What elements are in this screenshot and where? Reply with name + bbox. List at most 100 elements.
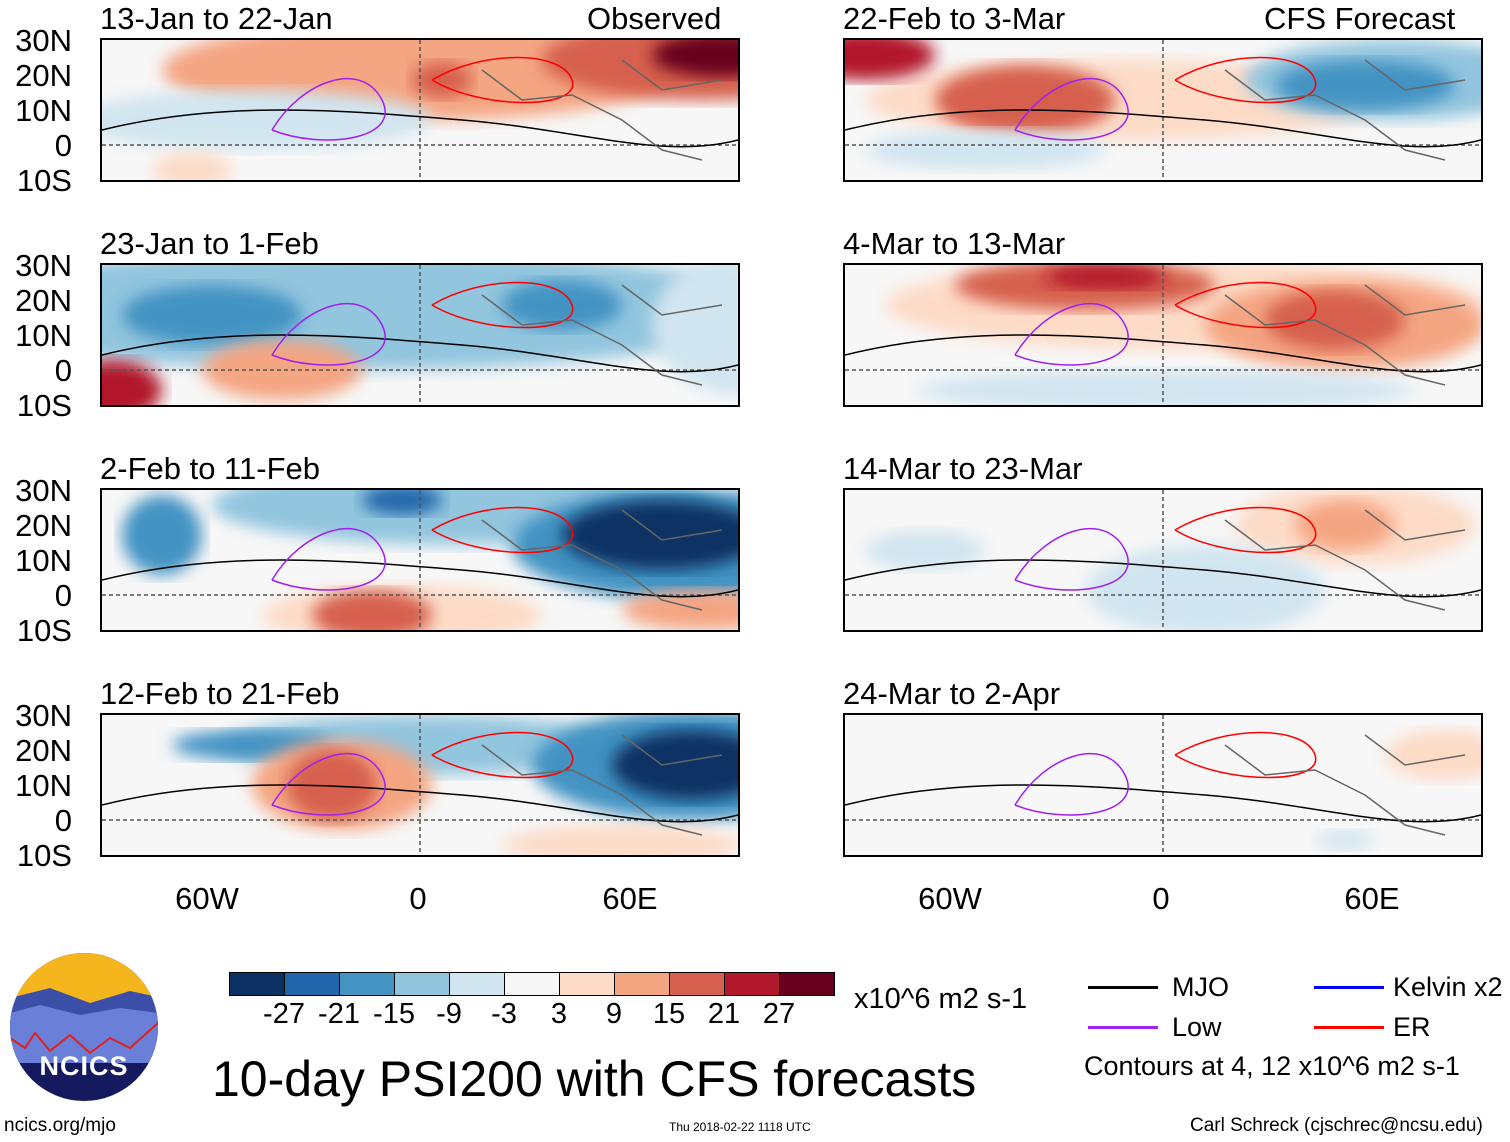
colorbar-swatch bbox=[559, 972, 615, 996]
coastline bbox=[481, 59, 723, 161]
latitude-label: 0 bbox=[54, 353, 72, 388]
anomaly-field bbox=[845, 490, 1481, 630]
anomaly-field bbox=[845, 40, 1481, 180]
latitude-label: 0 bbox=[54, 803, 72, 838]
anomaly-field bbox=[845, 715, 1481, 855]
anomaly-blob bbox=[1275, 60, 1455, 110]
latitude-label: 20N bbox=[15, 283, 72, 318]
map-panel-forecast-1 bbox=[843, 263, 1483, 407]
low-contour bbox=[271, 78, 386, 141]
colorbar-swatch bbox=[339, 972, 395, 996]
latitude-label: 20N bbox=[15, 508, 72, 543]
legend-mjo: MJO bbox=[1172, 972, 1229, 1002]
panel-title: 24-Mar to 2-Apr bbox=[843, 676, 1061, 711]
coastline bbox=[481, 284, 723, 386]
panel-title: 22-Feb to 3-Mar bbox=[843, 1, 1066, 36]
map-panel-forecast-0 bbox=[843, 38, 1483, 182]
latitude-label: 10S bbox=[16, 838, 72, 873]
map-panel-observed-1 bbox=[100, 263, 740, 407]
observed-label: Observed bbox=[587, 1, 722, 36]
er-contour bbox=[1174, 281, 1317, 329]
colorbar-tick-label: -21 bbox=[318, 998, 360, 1030]
anomaly-blob bbox=[562, 500, 738, 570]
map-panel-forecast-3 bbox=[843, 713, 1483, 857]
anomaly-field bbox=[102, 490, 738, 630]
low-contour bbox=[1014, 753, 1129, 816]
anomaly-field bbox=[102, 265, 738, 405]
colorbar-tick-label: -9 bbox=[436, 998, 462, 1030]
longitude-label: 60E bbox=[1344, 881, 1400, 916]
anomaly-blob bbox=[152, 152, 232, 180]
map-panel-forecast-2 bbox=[843, 488, 1483, 632]
coastline bbox=[1224, 509, 1466, 611]
longitude-label: 0 bbox=[409, 881, 427, 916]
latitude-label: 30N bbox=[15, 473, 72, 508]
colorbar-tick-label: 9 bbox=[605, 998, 623, 1030]
latitude-label: 20N bbox=[15, 733, 72, 768]
latitude-label: 20N bbox=[15, 58, 72, 93]
anomaly-blob bbox=[122, 495, 202, 575]
colorbar-swatch bbox=[504, 972, 560, 996]
latitude-label: 30N bbox=[15, 698, 72, 733]
contours-note: Contours at 4, 12 x10^6 m2 s-1 bbox=[1084, 1051, 1460, 1081]
anomaly-blob bbox=[102, 90, 432, 150]
logo-mountains-icon bbox=[10, 953, 158, 1063]
panel-title: 13-Jan to 22-Jan bbox=[100, 1, 333, 36]
logo-text: NCICS bbox=[39, 1051, 129, 1081]
anomaly-blob bbox=[502, 825, 738, 855]
colorbar-swatch bbox=[669, 972, 725, 996]
latitude-label: 10S bbox=[16, 613, 72, 648]
latitude-label: 10S bbox=[16, 388, 72, 423]
longitude-label: 60W bbox=[175, 881, 239, 916]
er-contour bbox=[431, 281, 574, 329]
latitude-label: 0 bbox=[54, 128, 72, 163]
anomaly-blob bbox=[412, 62, 472, 98]
latitude-label: 10N bbox=[15, 318, 72, 353]
colorbar-tick-label: 21 bbox=[707, 998, 741, 1030]
latitude-label: 10N bbox=[15, 543, 72, 578]
map-panel-observed-3 bbox=[100, 713, 740, 857]
anomaly-blob bbox=[1085, 545, 1325, 630]
anomaly-blob bbox=[1385, 730, 1481, 780]
low-contour bbox=[1014, 78, 1129, 141]
footer-url[interactable]: ncics.org/mjo bbox=[4, 1115, 116, 1136]
anomaly-blob bbox=[612, 730, 738, 800]
er-contour bbox=[1174, 506, 1317, 554]
longitude-label: 60W bbox=[918, 881, 982, 916]
latitude-label: 10N bbox=[15, 93, 72, 128]
low-contour bbox=[1014, 528, 1129, 591]
anomaly-blob bbox=[312, 590, 432, 630]
low-contour bbox=[271, 303, 386, 366]
anomaly-blob bbox=[845, 40, 935, 80]
anomaly-blob bbox=[202, 340, 362, 400]
footer-timestamp: Thu 2018-02-22 1118 UTC bbox=[669, 1120, 811, 1134]
colorbar-swatch bbox=[724, 972, 780, 996]
latitude-label: 30N bbox=[15, 248, 72, 283]
anomaly-blob bbox=[1045, 265, 1165, 289]
anomaly-blob bbox=[502, 280, 622, 330]
er-contour bbox=[431, 731, 574, 779]
legend-kelvin-line bbox=[1314, 986, 1384, 989]
colorbar-tick-label: -15 bbox=[373, 998, 415, 1030]
coastline bbox=[481, 734, 723, 836]
er-contour bbox=[431, 56, 574, 104]
anomaly-field bbox=[102, 715, 738, 855]
panel-title: 2-Feb to 11-Feb bbox=[100, 451, 320, 486]
map-panel-observed-2 bbox=[100, 488, 740, 632]
panel-title: 12-Feb to 21-Feb bbox=[100, 676, 340, 711]
map-panel-observed-0 bbox=[100, 38, 740, 182]
legend-kelvin: Kelvin x2 bbox=[1393, 972, 1503, 1002]
low-contour bbox=[1014, 303, 1129, 366]
colorbar-tick-label: -3 bbox=[491, 998, 517, 1030]
anomaly-blob bbox=[915, 370, 1415, 405]
anomaly-blob bbox=[652, 40, 738, 77]
anomaly-blob bbox=[287, 750, 377, 820]
legend-er-line bbox=[1314, 1026, 1384, 1029]
figure-title: 10-day PSI200 with CFS forecasts bbox=[212, 1051, 977, 1107]
longitude-label: 0 bbox=[1152, 881, 1170, 916]
latitude-label: 10N bbox=[15, 768, 72, 803]
cfs-forecast-label: CFS Forecast bbox=[1264, 1, 1456, 36]
panel-title: 14-Mar to 23-Mar bbox=[843, 451, 1083, 486]
anomaly-field bbox=[845, 265, 1481, 405]
